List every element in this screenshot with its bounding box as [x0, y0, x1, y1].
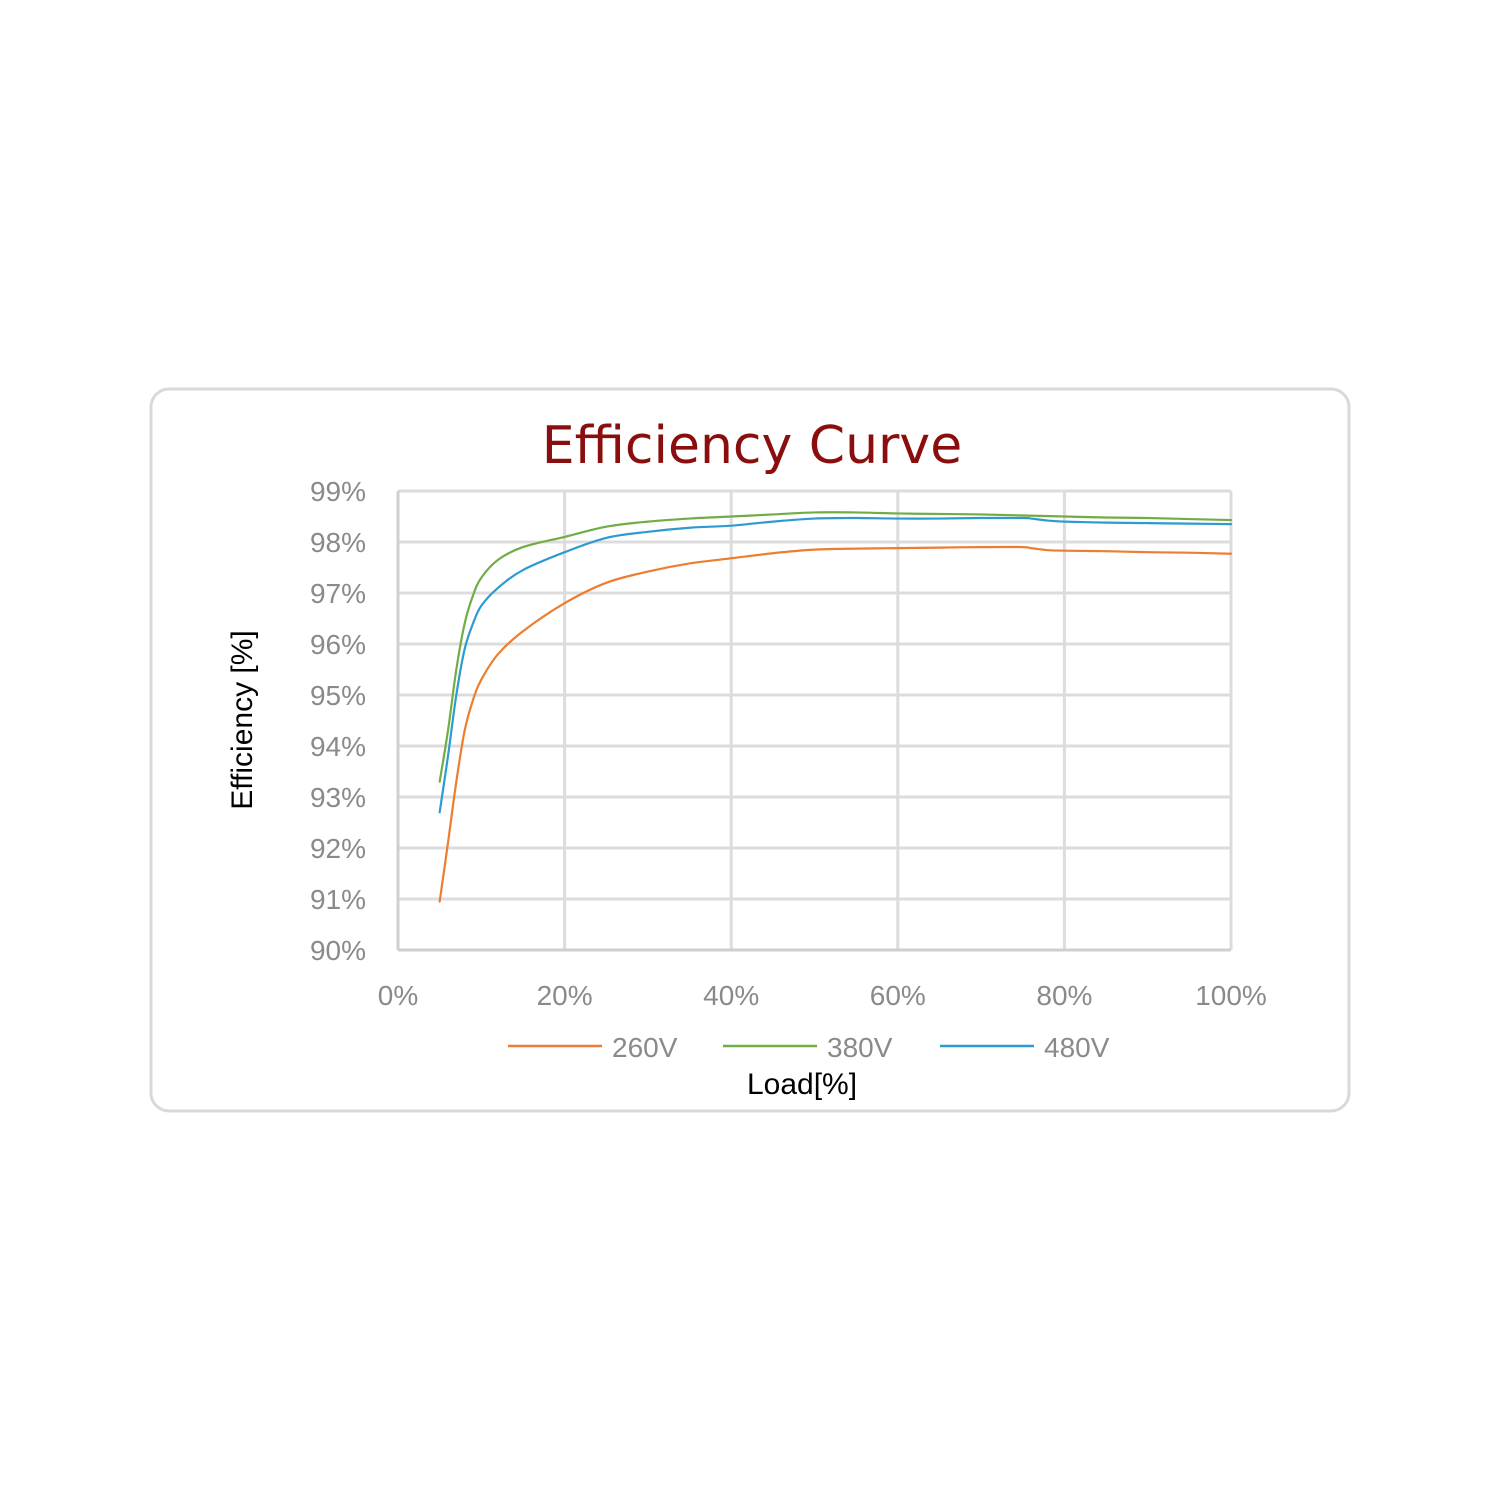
legend: 260V 380V 480V [508, 1032, 1110, 1063]
y-tick-label: 91% [310, 884, 366, 915]
x-axis-label: Load[%] [747, 1068, 857, 1101]
legend-label: 260V [612, 1032, 678, 1063]
x-axis-ticks: 0% 20% 40% 60% 80% 100% [378, 980, 1267, 1011]
series-line-480v [438, 516, 1233, 814]
y-tick-label: 93% [310, 782, 366, 813]
legend-item-260v: 260V [508, 1032, 678, 1063]
x-tick-label: 20% [537, 980, 593, 1011]
y-tick-label: 95% [310, 680, 366, 711]
y-tick-label: 99% [310, 476, 366, 507]
y-axis-ticks: 90% 91% 92% 93% 94% 95% 96% 97% 98% 99% [310, 476, 366, 966]
y-tick-label: 97% [310, 578, 366, 609]
legend-item-380v: 380V [723, 1032, 893, 1063]
series-layer [438, 511, 1233, 903]
legend-label: 380V [827, 1032, 893, 1063]
y-tick-label: 90% [310, 935, 366, 966]
x-tick-label: 100% [1195, 980, 1267, 1011]
x-tick-label: 60% [870, 980, 926, 1011]
series-line-260v [438, 545, 1233, 903]
y-tick-label: 96% [310, 629, 366, 660]
chart-frame [149, 387, 1351, 1113]
series-line-380v [438, 511, 1233, 783]
y-tick-label: 98% [310, 527, 366, 558]
legend-label: 480V [1044, 1032, 1110, 1063]
x-tick-label: 40% [703, 980, 759, 1011]
grid-layer [396, 489, 1233, 952]
legend-item-480v: 480V [940, 1032, 1110, 1063]
y-axis-label: Efficiency [%] [226, 630, 259, 810]
y-tick-label: 94% [310, 731, 366, 762]
chart-title: Efficiency Curve [542, 416, 962, 476]
x-tick-label: 80% [1036, 980, 1092, 1011]
y-tick-label: 92% [310, 833, 366, 864]
x-tick-label: 0% [378, 980, 418, 1011]
